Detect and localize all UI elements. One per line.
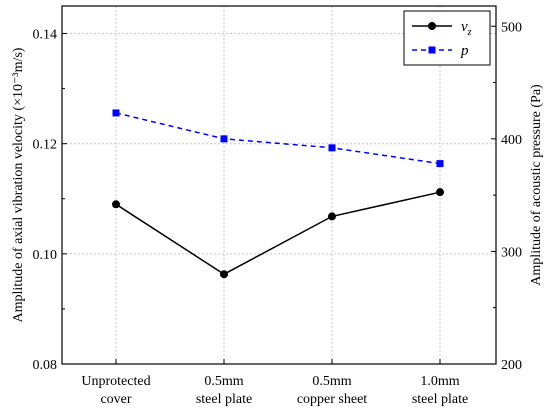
y-right-tick-label: 200 xyxy=(501,358,522,373)
data-point-vz xyxy=(112,200,120,209)
x-tick-label: copper sheet xyxy=(297,392,367,407)
y-right-tick-label: 300 xyxy=(501,245,522,260)
series-line-vz xyxy=(115,191,441,276)
legend-label-p: p xyxy=(460,43,469,59)
legend: vz p xyxy=(403,10,491,66)
legend-label-vz-main: v xyxy=(461,19,468,35)
y-left-tick-label: 0.12 xyxy=(33,138,58,153)
legend-marker-p xyxy=(428,46,436,54)
y-right-tick-label: 400 xyxy=(501,133,522,148)
data-point-p xyxy=(328,144,336,152)
series-line-p xyxy=(115,112,441,165)
x-tick-label: 0.5mm xyxy=(312,374,351,389)
series-layer xyxy=(112,109,444,279)
x-tick-label: Unprotected xyxy=(81,374,150,389)
data-point-p xyxy=(436,160,444,168)
ticks: 0.08 0.10 0.12 0.14 200 300 400 500 Unprotected c… xyxy=(33,20,523,407)
x-tick-label: steel plate xyxy=(412,392,468,407)
x-tick-label: cover xyxy=(100,392,131,407)
y-axis-left-title: Amplitude of axial vibration velocity (×… xyxy=(11,47,26,322)
y-left-tick-label: 0.14 xyxy=(33,28,58,43)
x-tick-label: 0.5mm xyxy=(204,374,243,389)
legend-label-vz: vz xyxy=(461,19,472,38)
data-point-vz xyxy=(436,188,444,197)
legend-marker-vz xyxy=(428,22,436,30)
y-right-tick-label: 500 xyxy=(501,20,522,35)
y-left-tick-label: 0.10 xyxy=(33,248,58,263)
data-point-vz xyxy=(328,212,336,221)
plot-frame xyxy=(61,5,497,365)
data-point-p xyxy=(220,135,228,143)
y-axis-right-title: Amplitude of acoustic pressure (Pa) xyxy=(529,84,544,286)
y-left-tick-label: 0.08 xyxy=(33,358,58,373)
data-point-vz xyxy=(220,270,228,279)
legend-label-vz-sub: z xyxy=(467,27,472,38)
legend-box xyxy=(403,10,491,66)
x-tick-label: 1.0mm xyxy=(420,374,459,389)
x-tick-label: steel plate xyxy=(196,392,252,407)
data-point-p xyxy=(112,109,120,117)
